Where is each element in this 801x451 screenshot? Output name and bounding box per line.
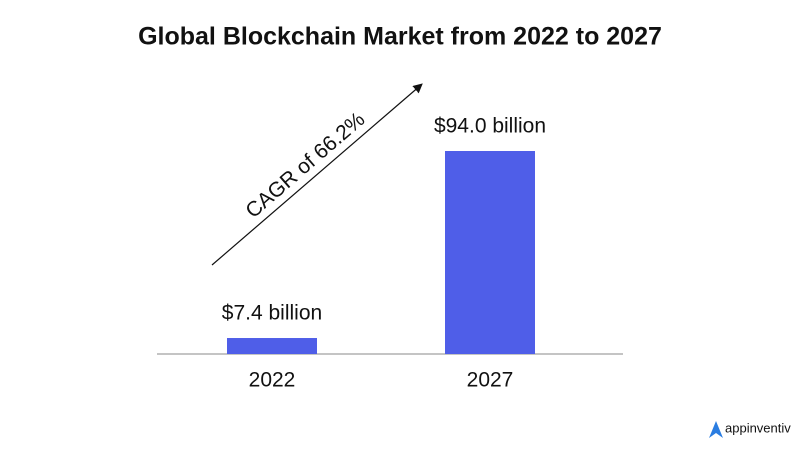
x-tick-label: 2027 <box>467 369 514 392</box>
cagr-arrow <box>211 83 423 266</box>
bar <box>445 151 535 354</box>
x-tick-label: 2022 <box>249 369 296 392</box>
chart-title: Global Blockchain Market from 2022 to 20… <box>138 23 662 51</box>
logo: appinventiv <box>709 420 791 438</box>
bar <box>227 338 317 354</box>
value-label: $7.4 billion <box>222 302 322 325</box>
logo-text: appinventiv <box>725 420 791 435</box>
logo-icon <box>709 421 723 438</box>
value-label: $94.0 billion <box>434 115 546 138</box>
